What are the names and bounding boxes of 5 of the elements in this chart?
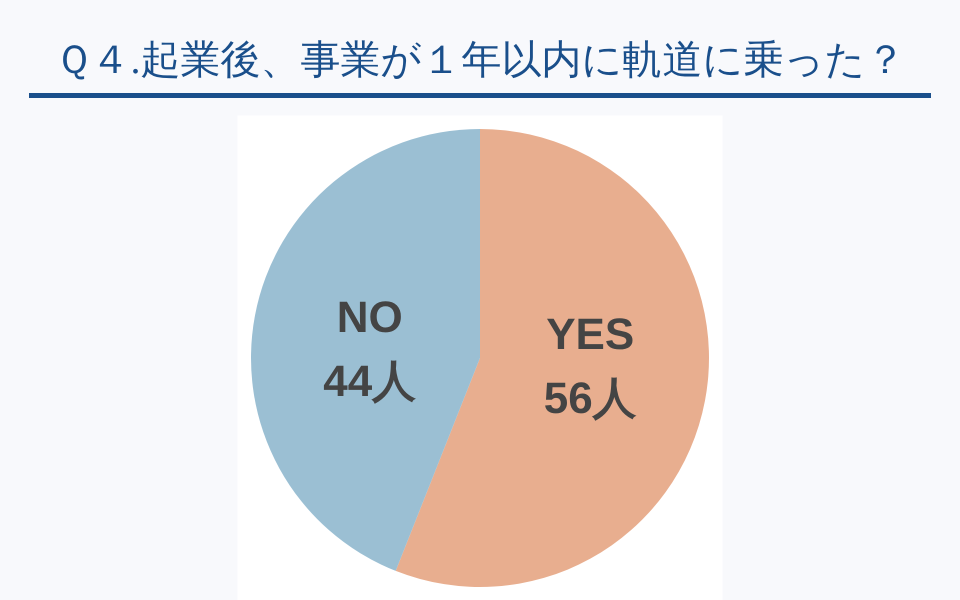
- data-label: 56人: [544, 374, 637, 423]
- slice-label: YES: [546, 310, 634, 359]
- slice-label: NO: [336, 293, 403, 342]
- chart-title: Ｑ４.起業後、事業が１年以内に軌道に乗った？: [29, 0, 931, 98]
- data-label: 44人: [323, 357, 416, 406]
